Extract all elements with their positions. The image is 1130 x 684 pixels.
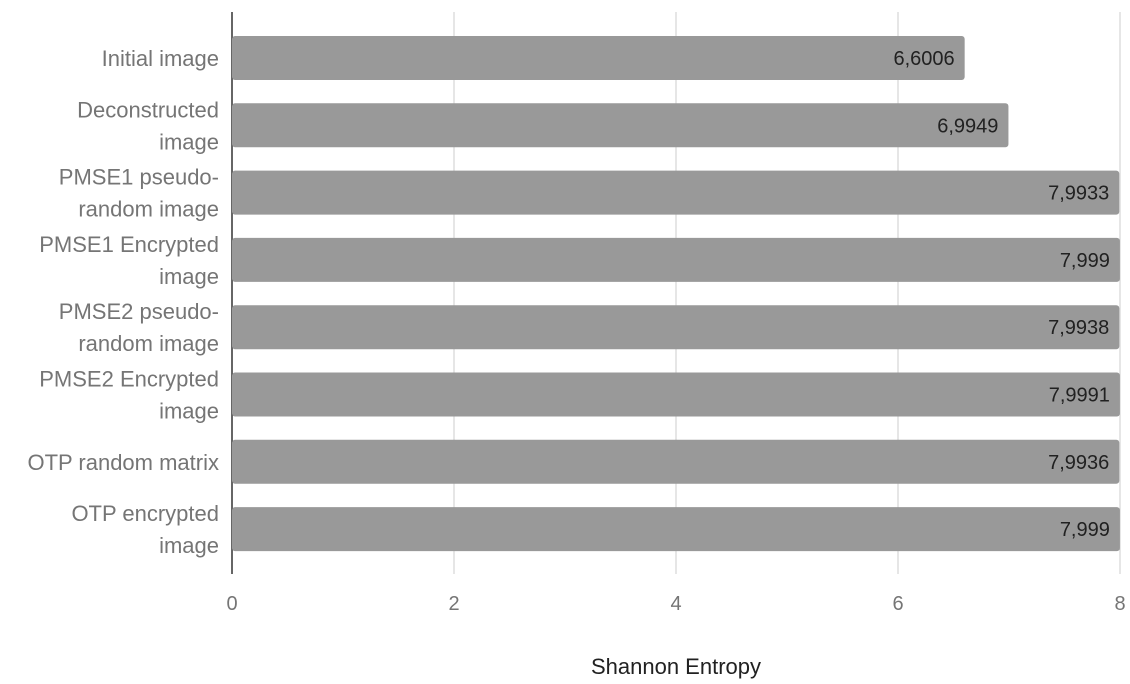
x-tick-label: 4 [670,593,681,615]
category-label: image [159,533,219,558]
category-label: random image [78,331,219,356]
bar [232,103,1009,148]
bar [232,305,1120,350]
category-label: PMSE1 Encrypted [39,232,219,257]
category-label: OTP encrypted [71,501,219,526]
bar [232,36,965,80]
data-label: 7,9936 [1048,452,1109,474]
category-label: image [159,264,219,289]
category-label: Initial image [102,46,219,71]
data-label: 7,9933 [1048,183,1109,205]
category-label: image [159,129,219,154]
x-tick-label: 0 [226,593,237,615]
data-label: 6,6006 [893,48,954,70]
category-label: image [159,399,219,424]
x-tick-label: 2 [448,593,459,615]
data-label: 6,9949 [937,115,998,137]
bar [232,439,1120,484]
bar [232,237,1120,282]
data-label: 7,9991 [1049,385,1110,407]
x-tick-label: 8 [1114,593,1125,615]
bar [232,372,1120,417]
category-label: PMSE2 pseudo- [59,299,219,324]
bar [232,170,1120,215]
category-label: Deconstructed [77,97,219,122]
data-label: 7,999 [1060,250,1110,272]
labels: 0 2 4 6 8 6,6006 Initial image 6,9949 Deconstruc… [27,46,1125,615]
category-label: PMSE1 pseudo- [59,165,219,190]
category-label: random image [78,197,219,222]
category-label: OTP random matrix [27,450,219,475]
category-label: PMSE2 Encrypted [39,367,219,392]
gridlines [231,12,1121,574]
x-tick-label: 6 [892,593,903,615]
bar [232,507,1120,552]
data-label: 7,999 [1060,519,1110,541]
x-axis-title: Shannon Entropy [591,654,761,679]
data-label: 7,9938 [1048,317,1109,339]
bars [232,36,1120,552]
